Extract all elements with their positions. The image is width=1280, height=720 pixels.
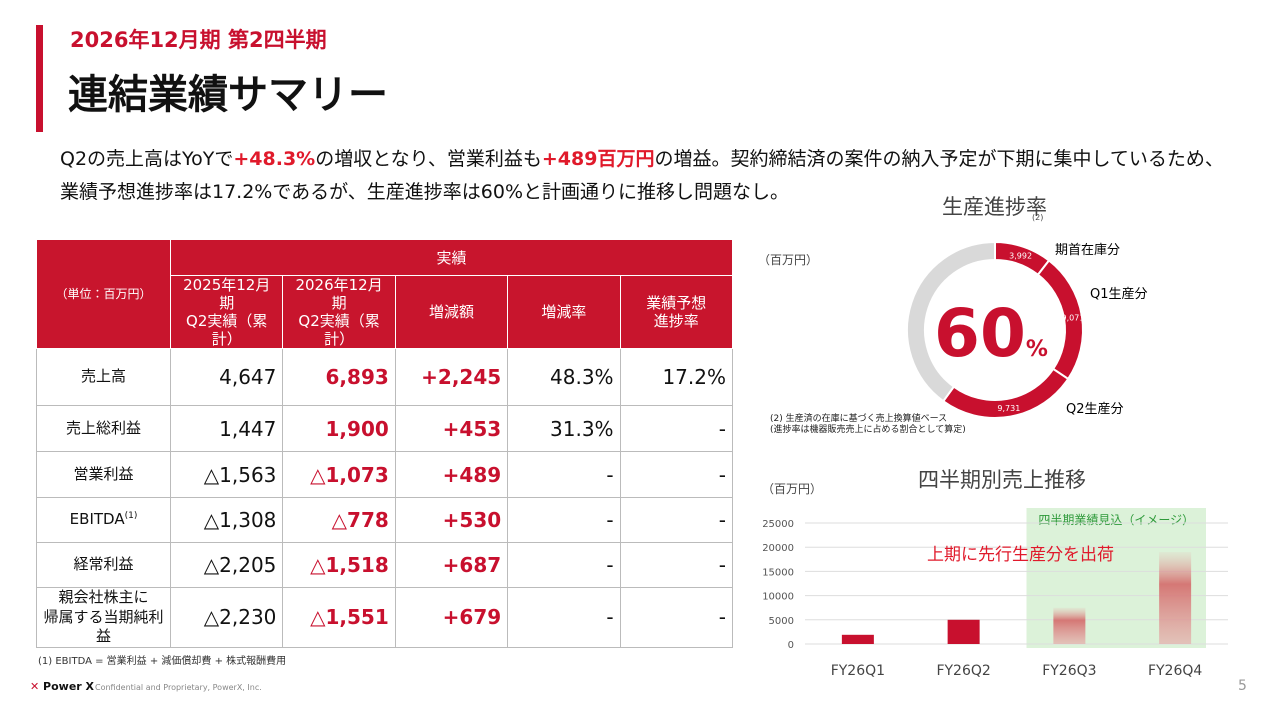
unit-label: （百万円） bbox=[758, 253, 818, 267]
donut-segment bbox=[906, 240, 996, 403]
annotation: 上期に先行生産分を出荷 bbox=[927, 545, 1114, 565]
column-header: 増減率 bbox=[507, 275, 621, 349]
brand: ✕ Power X bbox=[30, 680, 94, 693]
summary-text: の増益。契約締結済の案件の納入予定が下期に集中しているため、 bbox=[654, 148, 1224, 170]
row-label-text: 経常利益 bbox=[73, 555, 134, 574]
bar bbox=[947, 619, 980, 644]
cell: - bbox=[507, 497, 621, 543]
table-row: 親会社株主に 帰属する当期純利益 △2,230 △1,551 +679- - bbox=[36, 587, 734, 648]
brand-name: Power X bbox=[43, 680, 95, 693]
cell: +453 bbox=[394, 405, 509, 452]
summary-line: Q2の売上高はYoYで+48.3%の増収となり、営業利益も+489百万円の増益。… bbox=[60, 143, 1224, 176]
page-title: 連結業績サマリー bbox=[68, 72, 388, 118]
period: 2026年12月期 第2四半期 bbox=[70, 28, 327, 52]
results-table: （単位：百万円） 実績 2025年12月期 Q2実績（累計） 2026年12月期 Q2… bbox=[36, 239, 734, 648]
header-row: 2025年12月期 Q2実績（累計） 2026年12月期 Q2実績（累計） 増減額増… bbox=[37, 275, 734, 349]
y-tick-label: 5000 bbox=[769, 616, 794, 627]
confidential: Confidential and Proprietary, PowerX, In… bbox=[95, 683, 262, 692]
segment-label: Q2生産分 bbox=[1066, 402, 1124, 417]
cell: △2,205 bbox=[169, 542, 284, 588]
cell: - bbox=[507, 542, 621, 588]
cell: △1,563 bbox=[169, 451, 284, 498]
summary-text: の増収となり、営業利益も bbox=[315, 148, 542, 170]
x-tick-label: FY26Q3 bbox=[1042, 663, 1096, 679]
cell: 17.2% bbox=[619, 348, 734, 406]
row-label-text: EBITDA bbox=[69, 510, 125, 529]
bar bbox=[1159, 552, 1192, 644]
table-row: 経常利益 △2,205 △1,518 +687- - bbox=[36, 542, 734, 588]
cell: - bbox=[619, 497, 734, 543]
table-row: EBITDA(1) △1,308 △778 +530- - bbox=[36, 497, 734, 543]
summary-emphasis: +489百万円 bbox=[541, 148, 655, 170]
value-label: 9,071 bbox=[1062, 313, 1085, 322]
row-label: 親会社株主に 帰属する当期純利益 bbox=[36, 587, 171, 648]
cell: - bbox=[619, 587, 734, 648]
cell: △1,518 bbox=[282, 542, 396, 588]
cell: 31.3% bbox=[507, 405, 621, 452]
page-number: 5 bbox=[1238, 678, 1247, 694]
cell: △2,230 bbox=[169, 587, 284, 648]
y-tick-label: 15000 bbox=[762, 567, 794, 578]
bar bbox=[1053, 607, 1086, 644]
summary-line: 業績予想進捗率は17.2%であるが、生産進捗率は60%と計画通りに推移し問題なし… bbox=[60, 176, 1224, 209]
x-tick-label: FY26Q2 bbox=[936, 663, 990, 679]
row-label-text: 親会社株主に 帰属する当期純利益 bbox=[43, 588, 164, 645]
accent-bar bbox=[36, 25, 43, 132]
forecast-label: 四半期業績見込（イメージ） bbox=[1038, 512, 1194, 527]
table-row: 売上総利益 1,447 1,900 +453 31.3% - bbox=[36, 405, 734, 452]
cell: +2,245 bbox=[394, 348, 509, 406]
row-label-text: 営業利益 bbox=[73, 464, 134, 483]
value-label: 3,992 bbox=[1009, 251, 1032, 260]
segment-label: Q1生産分 bbox=[1090, 287, 1148, 302]
bar bbox=[841, 634, 874, 644]
chart-title: 生産進捗率 bbox=[942, 195, 1047, 219]
column-header: 増減額 bbox=[394, 275, 509, 349]
footnote: (1) EBITDA = 営業利益 + 減価償却費 + 株式報酬費用 bbox=[38, 656, 287, 667]
chart-title-note: (2) bbox=[1032, 213, 1043, 222]
row-label: 経常利益 bbox=[36, 542, 171, 588]
table-row: 営業利益 △1,563 △1,073 +489- - bbox=[36, 451, 734, 498]
summary-text: Q2の売上高はYoYで bbox=[60, 148, 234, 170]
row-label-text: 売上高 bbox=[80, 367, 126, 386]
value-label: 9,731 bbox=[997, 404, 1020, 413]
x-tick-label: FY26Q4 bbox=[1148, 663, 1202, 679]
cell: △1,551 bbox=[282, 587, 396, 648]
summary-text: 業績予想進捗率は17.2%であるが、生産進捗率は60%と計画通りに推移し問題なし… bbox=[60, 181, 790, 203]
cell: - bbox=[619, 542, 734, 588]
donut-note: (2) 生産済の在庫に基づく売上換算値ベース (進捗率は機器販売売上に占める割合… bbox=[770, 414, 966, 435]
y-tick-label: 25000 bbox=[762, 519, 794, 530]
cell: - bbox=[619, 405, 734, 452]
cell: - bbox=[507, 587, 621, 648]
group-header: 実績 bbox=[170, 239, 733, 276]
cell: 4,647 bbox=[169, 348, 284, 406]
cell: 6,893 bbox=[282, 348, 396, 406]
unit-label: （百万円） bbox=[762, 482, 822, 496]
header-row: （単位：百万円） 実績 bbox=[36, 239, 733, 349]
y-tick-label: 20000 bbox=[762, 543, 794, 554]
row-label-note: (1) bbox=[124, 511, 138, 522]
cell: - bbox=[619, 451, 734, 498]
row-label-text: 売上総利益 bbox=[65, 418, 141, 437]
y-tick-label: 10000 bbox=[762, 592, 794, 603]
brand-icon: ✕ bbox=[30, 680, 44, 693]
table-row: 売上高 4,647 6,893 +2,245 48.3% 17.2% bbox=[36, 348, 734, 406]
chart-title: 四半期別売上推移 bbox=[918, 468, 1086, 492]
cell: △1,308 bbox=[169, 497, 284, 543]
summary: Q2の売上高はYoYで+48.3%の増収となり、営業利益も+489百万円の増益。… bbox=[60, 143, 1224, 209]
row-label: EBITDA(1) bbox=[36, 497, 171, 543]
segment-label: 期首在庫分 bbox=[1055, 243, 1120, 258]
center-label: 60% bbox=[934, 295, 1048, 372]
cell: △778 bbox=[282, 497, 396, 543]
column-header: 2026年12月期 Q2実績（累計） bbox=[282, 275, 396, 349]
x-tick-label: FY26Q1 bbox=[831, 663, 885, 679]
y-tick-label: 0 bbox=[788, 640, 794, 651]
summary-emphasis: +48.3% bbox=[233, 148, 316, 170]
unit-header: （単位：百万円） bbox=[36, 239, 171, 349]
